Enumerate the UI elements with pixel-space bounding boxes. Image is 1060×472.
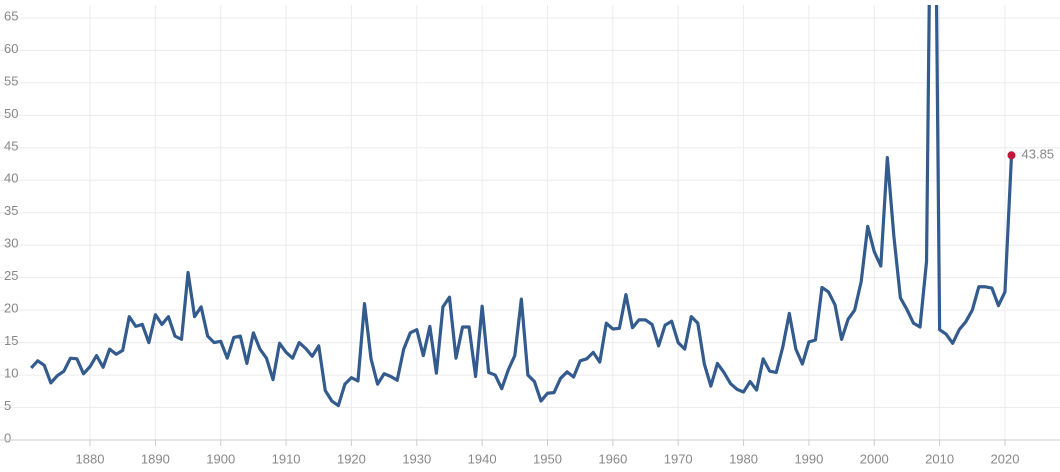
x-tick-label: 1960	[598, 451, 627, 466]
x-tick-label: 1940	[468, 451, 497, 466]
y-tick-label: 50	[4, 106, 18, 121]
y-tick-label: 35	[4, 203, 18, 218]
y-tick-label: 60	[4, 41, 18, 56]
y-tick-label: 15	[4, 333, 18, 348]
x-tick-label: 1890	[141, 451, 170, 466]
y-tick-label: 30	[4, 236, 18, 251]
x-tick-label: 2000	[860, 451, 889, 466]
y-tick-label: 5	[4, 398, 11, 413]
y-tick-label: 65	[4, 8, 18, 23]
x-tick-label: 2010	[925, 451, 954, 466]
last-point	[1007, 151, 1016, 160]
x-tick-label: 1910	[272, 451, 301, 466]
line	[30, 5, 1014, 408]
x-tick-label: 1920	[337, 451, 366, 466]
x-tick-label: 2020	[991, 451, 1020, 466]
y-tick-label: 20	[4, 301, 18, 316]
x-tick-label: 1950	[533, 451, 562, 466]
plot-area	[30, 5, 1014, 408]
x-tick-label: 1900	[206, 451, 235, 466]
y-tick-label: 25	[4, 268, 18, 283]
y-tick-label: 45	[4, 138, 18, 153]
x-tick-label: 1980	[729, 451, 758, 466]
last-value-label: 43.85	[1022, 147, 1055, 162]
x-tick-label: 1930	[402, 451, 431, 466]
y-tick-label: 55	[4, 73, 18, 88]
y-tick-label: 0	[4, 430, 11, 445]
y-tick-label: 10	[4, 366, 18, 381]
x-tick-label: 1990	[794, 451, 823, 466]
x-tick-label: 1970	[664, 451, 693, 466]
x-tick-label: 1880	[76, 451, 105, 466]
y-tick-label: 40	[4, 171, 18, 186]
